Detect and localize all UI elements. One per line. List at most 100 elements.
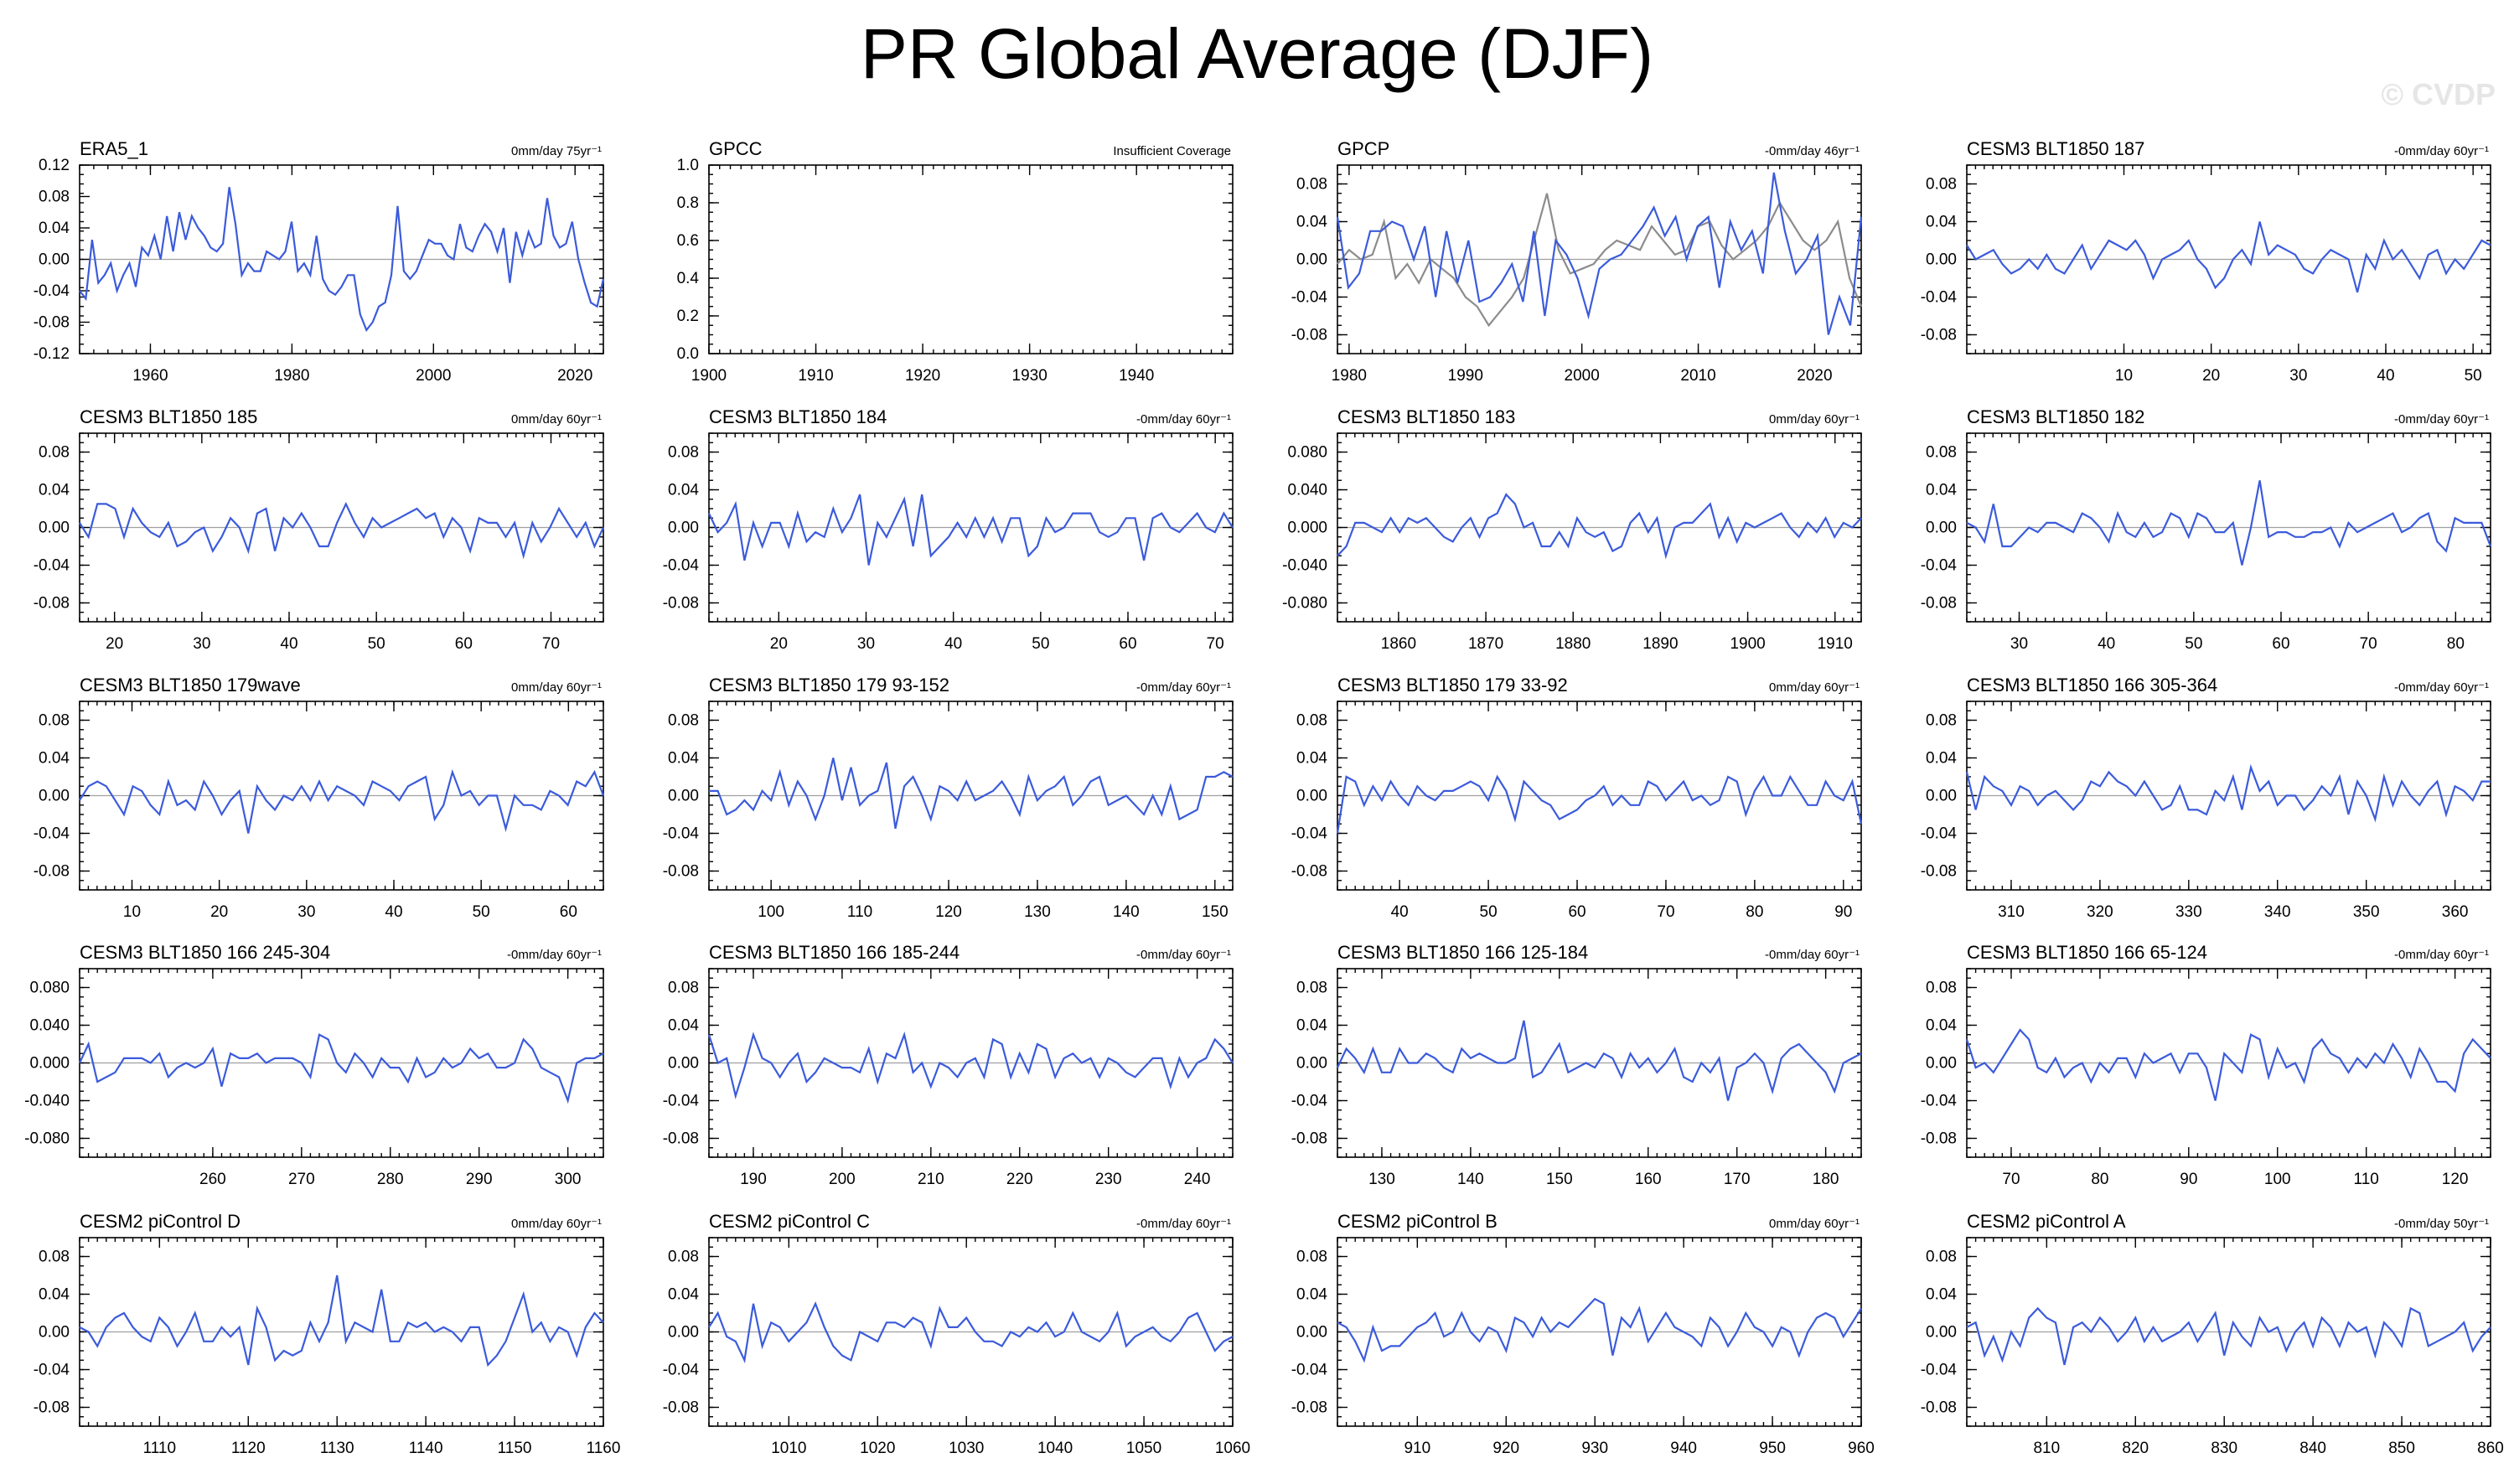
panel-5: CESM3 BLT1850 184 -0mm/day 60yr⁻¹ 20 30 40 50… <box>663 406 1234 653</box>
x-tick-label: 130 <box>1024 903 1051 921</box>
y-tick-label: 0.00 <box>39 520 70 537</box>
x-tick-label: 2020 <box>557 367 592 385</box>
x-tick-label: 80 <box>1746 903 1763 921</box>
y-tick-label: -0.04 <box>1291 289 1328 307</box>
panel-14: CESM3 BLT1850 166 125-184 -0mm/day 60yr⁻¹… <box>1291 942 1862 1188</box>
model-series-line <box>1336 172 1863 335</box>
y-tick-label: 0.04 <box>1926 214 1957 231</box>
x-tick-label: 120 <box>935 903 962 921</box>
panel-trend: 0mm/day 60yr⁻¹ <box>1769 680 1860 695</box>
panel-trend: -0mm/day 60yr⁻¹ <box>2394 680 2489 695</box>
panel-title: CESM3 BLT1850 166 305-364 <box>1967 675 2217 695</box>
x-tick-label: 1890 <box>1642 635 1678 653</box>
panel-title: CESM2 piControl B <box>1337 1211 1498 1232</box>
panel-trend: Insufficient Coverage <box>1113 144 1231 158</box>
y-tick-label: 0.04 <box>39 482 70 499</box>
panel-title: CESM3 BLT1850 179 33-92 <box>1337 675 1568 695</box>
panel-trend: -0mm/day 60yr⁻¹ <box>1136 948 1231 962</box>
x-tick-label: 150 <box>1546 1171 1573 1188</box>
x-tick-label: 1040 <box>1037 1440 1073 1457</box>
y-tick-label: 0.00 <box>668 520 699 537</box>
model-series-line <box>79 768 605 834</box>
x-tick-label: 1860 <box>1381 635 1416 653</box>
y-tick-label: 0.08 <box>1296 980 1327 997</box>
x-tick-label: 1140 <box>409 1440 443 1457</box>
model-series-line <box>79 501 604 560</box>
model-series-line <box>708 1300 1234 1364</box>
x-tick-label: 940 <box>1670 1440 1697 1457</box>
x-tick-label: 280 <box>377 1171 404 1188</box>
x-tick-label: 50 <box>473 903 490 921</box>
y-tick-label: -0.08 <box>1921 1130 1957 1148</box>
y-tick-label: 0.6 <box>677 232 699 250</box>
x-tick-label: 2000 <box>1565 367 1600 385</box>
x-tick-label: 1010 <box>771 1440 806 1457</box>
panel-title: CESM3 BLT1850 166 245-304 <box>80 942 330 963</box>
y-tick-label: 0.12 <box>39 157 70 174</box>
x-tick-label: 1960 <box>132 367 168 385</box>
x-tick-label: 860 <box>2477 1440 2504 1457</box>
y-tick-label: 0.00 <box>1296 1324 1327 1342</box>
panel-4: CESM3 BLT1850 185 0mm/day 60yr⁻¹ 20 30 40 50 6… <box>34 406 604 653</box>
y-tick-label: 0.04 <box>668 1286 699 1304</box>
y-tick-label: 0.08 <box>1296 1249 1327 1266</box>
x-tick-label: 320 <box>2087 903 2113 921</box>
panel-trend: -0mm/day 50yr⁻¹ <box>2394 1217 2489 1231</box>
y-tick-label: 0.00 <box>668 788 699 805</box>
model-series-line <box>79 1033 604 1104</box>
x-tick-label: 100 <box>2264 1171 2291 1188</box>
x-tick-label: 930 <box>1581 1440 1608 1457</box>
x-tick-label: 960 <box>1848 1440 1875 1457</box>
y-tick-label: 0.08 <box>668 712 699 730</box>
panel-title: GPCC <box>709 138 763 159</box>
x-tick-label: 1060 <box>1215 1440 1250 1457</box>
x-tick-label: 30 <box>2010 635 2028 653</box>
x-tick-label: 920 <box>1492 1440 1519 1457</box>
y-tick-label: -0.040 <box>1282 557 1327 575</box>
y-tick-label: 0.04 <box>39 220 70 237</box>
x-tick-label: 1900 <box>691 367 727 385</box>
x-tick-label: 60 <box>1568 903 1585 921</box>
x-tick-label: 830 <box>2211 1440 2237 1457</box>
panel-trend: 0mm/day 60yr⁻¹ <box>511 1217 602 1231</box>
x-tick-label: 1940 <box>1119 367 1154 385</box>
x-tick-label: 2020 <box>1797 367 1832 385</box>
x-tick-label: 80 <box>2091 1171 2108 1188</box>
x-tick-label: 1880 <box>1555 635 1591 653</box>
y-tick-label: -0.08 <box>34 595 70 613</box>
y-tick-label: 0.04 <box>668 1017 699 1035</box>
model-series-line <box>1966 480 2492 566</box>
panel-title: CESM3 BLT1850 179 93-152 <box>709 675 949 695</box>
x-tick-label: 170 <box>1724 1171 1751 1188</box>
y-tick-label: -0.08 <box>1921 595 1957 613</box>
model-series-line <box>1337 493 1862 560</box>
y-tick-label: 0.04 <box>1296 750 1327 768</box>
panel-1: GPCC Insufficient Coverage 1900 1910 1920 193… <box>677 138 1234 385</box>
y-tick-label: 0.04 <box>1926 1017 1957 1035</box>
y-tick-label: 0.08 <box>39 712 70 730</box>
x-tick-label: 200 <box>829 1171 856 1188</box>
x-tick-label: 810 <box>2033 1440 2060 1457</box>
panel-trend: 0mm/day 60yr⁻¹ <box>511 680 602 695</box>
x-tick-label: 360 <box>2442 903 2469 921</box>
y-tick-label: -0.04 <box>34 1362 70 1379</box>
x-tick-label: 30 <box>857 635 875 653</box>
x-tick-label: 100 <box>758 903 784 921</box>
x-tick-label: 1900 <box>1730 635 1765 653</box>
y-tick-label: 0.08 <box>39 189 70 206</box>
y-tick-label: -0.08 <box>34 314 70 332</box>
x-tick-label: 1910 <box>1818 635 1853 653</box>
panel-16: CESM2 piControl D 0mm/day 60yr⁻¹ 1110 1120 1… <box>34 1211 621 1457</box>
model-series-line <box>1965 1028 2491 1101</box>
x-tick-label: 30 <box>2289 367 2307 385</box>
cvdp-watermark: © CVDP <box>2381 77 2496 111</box>
panel-10: CESM3 BLT1850 179 33-92 0mm/day 60yr⁻¹ 40 5… <box>1291 675 1863 921</box>
y-tick-label: -0.04 <box>1291 1093 1328 1110</box>
y-tick-label: 0.04 <box>1296 1017 1327 1035</box>
y-tick-label: -0.04 <box>34 557 70 575</box>
y-tick-label: -0.08 <box>1291 327 1327 344</box>
x-tick-label: 70 <box>1657 903 1674 921</box>
panel-title: CESM3 BLT1850 185 <box>80 406 257 427</box>
panel-13: CESM3 BLT1850 166 185-244 -0mm/day 60yr⁻¹… <box>663 942 1234 1188</box>
